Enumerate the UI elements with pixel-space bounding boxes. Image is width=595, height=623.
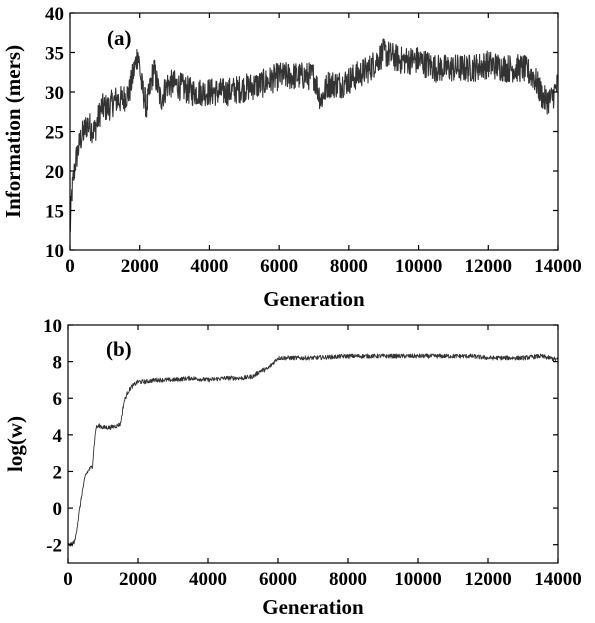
x-tick-label: 4000 — [189, 569, 227, 590]
x-tick-label: 6000 — [260, 256, 298, 277]
y-tick-label: 0 — [53, 499, 63, 520]
x-tick-label: 0 — [65, 256, 75, 277]
y-tick-label: 2 — [53, 462, 63, 483]
y-tick-label: 10 — [45, 241, 64, 262]
y-tick-label: -2 — [46, 536, 62, 557]
x-tick-label: 6000 — [259, 569, 297, 590]
x-tick-label: 14000 — [534, 569, 582, 590]
y-tick-label: 6 — [53, 389, 63, 410]
plot-frame — [67, 324, 559, 564]
y-tick-label: 30 — [45, 83, 64, 104]
x-tick-label: 8000 — [329, 569, 367, 590]
y-tick-label: 25 — [45, 123, 64, 144]
y-tick-label: 20 — [45, 162, 64, 183]
x-tick-label: 4000 — [190, 256, 228, 277]
x-tick-label: 8000 — [330, 256, 368, 277]
y-tick-label: 10 — [43, 316, 62, 337]
y-tick-label: 4 — [53, 426, 63, 447]
panel-a-chart: 0 2000 4000 6000 8000 10000 12000 14000 10 15 20 25… — [1, 4, 582, 311]
x-tick-label: 12000 — [465, 256, 513, 277]
x-tick-label: 0 — [63, 569, 73, 590]
x-axis-label: Generation — [263, 287, 365, 311]
series-line-1 — [69, 38, 559, 233]
x-tick-label: 14000 — [534, 256, 582, 277]
x-tick-label: 2000 — [121, 256, 159, 277]
y-tick-label: 15 — [45, 202, 64, 223]
y-tick-label: 8 — [53, 353, 63, 374]
x-tick-label: 12000 — [464, 569, 512, 590]
panel-b-chart: 0 2000 4000 6000 8000 10000 12000 14000-2024681… — [3, 316, 582, 619]
x-tick-label: 10000 — [394, 569, 442, 590]
x-axis-label: Generation — [262, 595, 364, 619]
series-line-1 — [67, 353, 559, 547]
panel-label: (a) — [107, 26, 132, 50]
plot-frame — [69, 12, 559, 251]
x-tick-label: 10000 — [395, 256, 443, 277]
x-tick-label: 2000 — [119, 569, 157, 590]
y-axis-label: Information (mers) — [1, 45, 25, 218]
panel-label: (b) — [106, 337, 132, 361]
y-tick-label: 35 — [45, 44, 64, 65]
y-tick-label: 40 — [45, 4, 64, 25]
y-axis-label: log(w) — [3, 416, 27, 472]
